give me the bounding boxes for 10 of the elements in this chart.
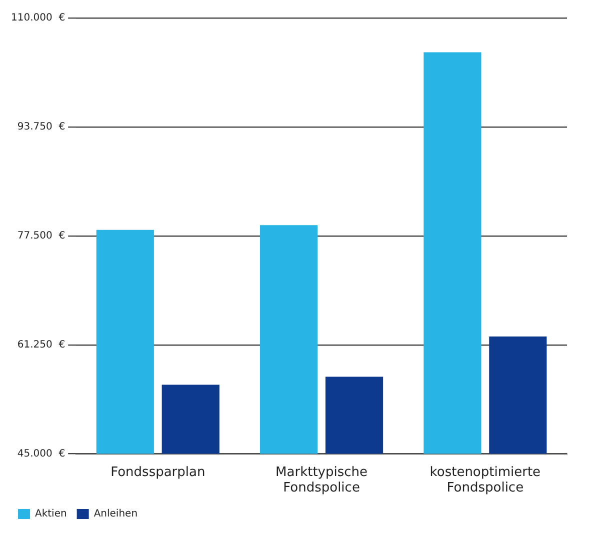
y-tick-label: 61.250 € bbox=[17, 339, 66, 350]
x-tick-label: Markttypische Fondspolice bbox=[276, 464, 368, 496]
y-tick-label: 93.750 € bbox=[17, 122, 66, 133]
y-tick-label: 77.500 € bbox=[17, 230, 66, 242]
y-tick-label: 110.000 € bbox=[10, 12, 66, 24]
x-tick-label: Fondssparplan bbox=[110, 464, 206, 480]
y-tick-label: 45.000 € bbox=[17, 448, 66, 460]
x-tick-label: kostenoptimierte Fondspolice bbox=[430, 464, 541, 496]
legend-label: Anleihen bbox=[94, 508, 138, 520]
legend-label: Aktien bbox=[35, 508, 67, 520]
